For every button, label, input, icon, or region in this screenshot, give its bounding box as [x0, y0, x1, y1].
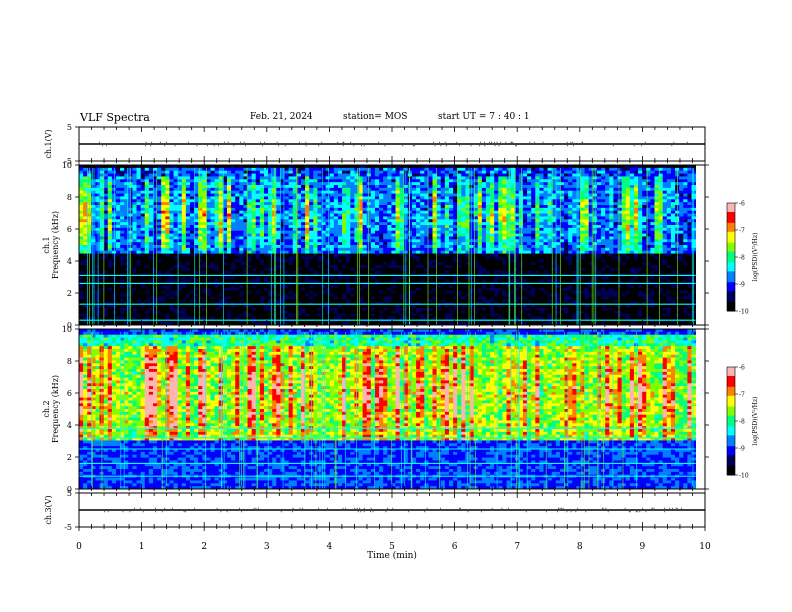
- x-axis-label: Time (min): [367, 550, 417, 561]
- x-tick-3: 3: [264, 542, 270, 552]
- ch1-spectrogram-colorbar: [726, 202, 736, 312]
- x-tick-1: 1: [139, 542, 145, 552]
- start-time-label: start UT = 7 : 40 : 1: [438, 112, 530, 122]
- ch3-voltage-ytick-1: -5: [64, 523, 72, 532]
- ch2-spectrogram-ytick-2: 4: [67, 421, 72, 430]
- ch1-spectrogram-cbar-tick-2: -8: [739, 255, 745, 262]
- ch2-spectrogram-cells: [79, 329, 697, 490]
- ch2-spectrogram-cbar-tick-3: -9: [739, 446, 745, 453]
- ch2-spectrogram-ytick-0: 0: [67, 485, 72, 494]
- ch1-spectrogram-ylabel: Frequency (kHz): [51, 211, 60, 279]
- ch2-spectrogram-ytick-1: 2: [67, 453, 72, 462]
- ch2-spectrogram-cbar-tick-2: -8: [739, 419, 745, 426]
- ch2-spectrogram-ytick-3: 6: [67, 389, 72, 398]
- x-tick-9: 9: [640, 542, 646, 552]
- ch2-spectrogram-cbar-tick-0: -6: [739, 365, 745, 372]
- station-label: station= MOS: [343, 112, 408, 122]
- x-tick-7: 7: [514, 542, 520, 552]
- ch1-spectrogram-cbar-tick-3: -9: [739, 282, 745, 289]
- ch1-spectrogram-cbar-tick-4: -10: [739, 309, 749, 316]
- ch2-spectrogram-ylabel: Frequency (kHz): [51, 375, 60, 443]
- ch1-spectrogram-ytick-4: 8: [67, 193, 72, 202]
- ch1-spectrogram-cells: [79, 165, 697, 326]
- x-tick-6: 6: [452, 542, 458, 552]
- ch1-spectrogram-ytick-1: 2: [67, 289, 72, 298]
- ch2-spectrogram-cbar-label: log(PSD)(V²/Hz): [752, 397, 759, 446]
- x-tick-0: 0: [76, 542, 82, 552]
- ch1-spectrogram-ytick-3: 6: [67, 225, 72, 234]
- ch1-voltage-ylabel: ch.1(V): [44, 129, 53, 158]
- ch2-spectrogram-colorbar: [726, 366, 736, 476]
- ch1-voltage-ytick-1: -5: [64, 157, 72, 166]
- ch1-spectrogram-cbar-tick-0: -6: [739, 201, 745, 208]
- ch2-spectrogram-ylabel-channel: ch.2: [42, 400, 51, 417]
- x-tick-4: 4: [327, 542, 333, 552]
- x-tick-10: 10: [699, 542, 711, 552]
- date-label: Feb. 21, 2024: [250, 112, 313, 122]
- ch3-voltage-ylabel: ch.3(V): [44, 495, 53, 524]
- ch1-spectrogram-ytick-5: 10: [62, 161, 72, 170]
- ch2-spectrogram-ytick-4: 8: [67, 357, 72, 366]
- ch3-voltage-ytick-0: 5: [67, 489, 72, 498]
- chart-title: VLF Spectra: [80, 111, 150, 124]
- ch1-voltage-ytick-0: 5: [67, 123, 72, 132]
- x-tick-5: 5: [389, 542, 395, 552]
- ch1-spectrogram-ylabel-channel: ch.1: [42, 236, 51, 253]
- x-tick-2: 2: [201, 542, 207, 552]
- ch2-spectrogram-cbar-tick-4: -10: [739, 473, 749, 480]
- ch2-spectrogram-cbar-tick-1: -7: [739, 392, 745, 399]
- ch1-spectrogram-cbar-label: log(PSD)(V²/Hz): [752, 233, 759, 282]
- ch1-spectrogram-cbar-tick-1: -7: [739, 228, 745, 235]
- ch1-spectrogram-ytick-0: 0: [67, 321, 72, 330]
- ch1-spectrogram-ytick-2: 4: [67, 257, 72, 266]
- x-tick-8: 8: [577, 542, 583, 552]
- ch2-spectrogram-ytick-5: 10: [62, 325, 72, 334]
